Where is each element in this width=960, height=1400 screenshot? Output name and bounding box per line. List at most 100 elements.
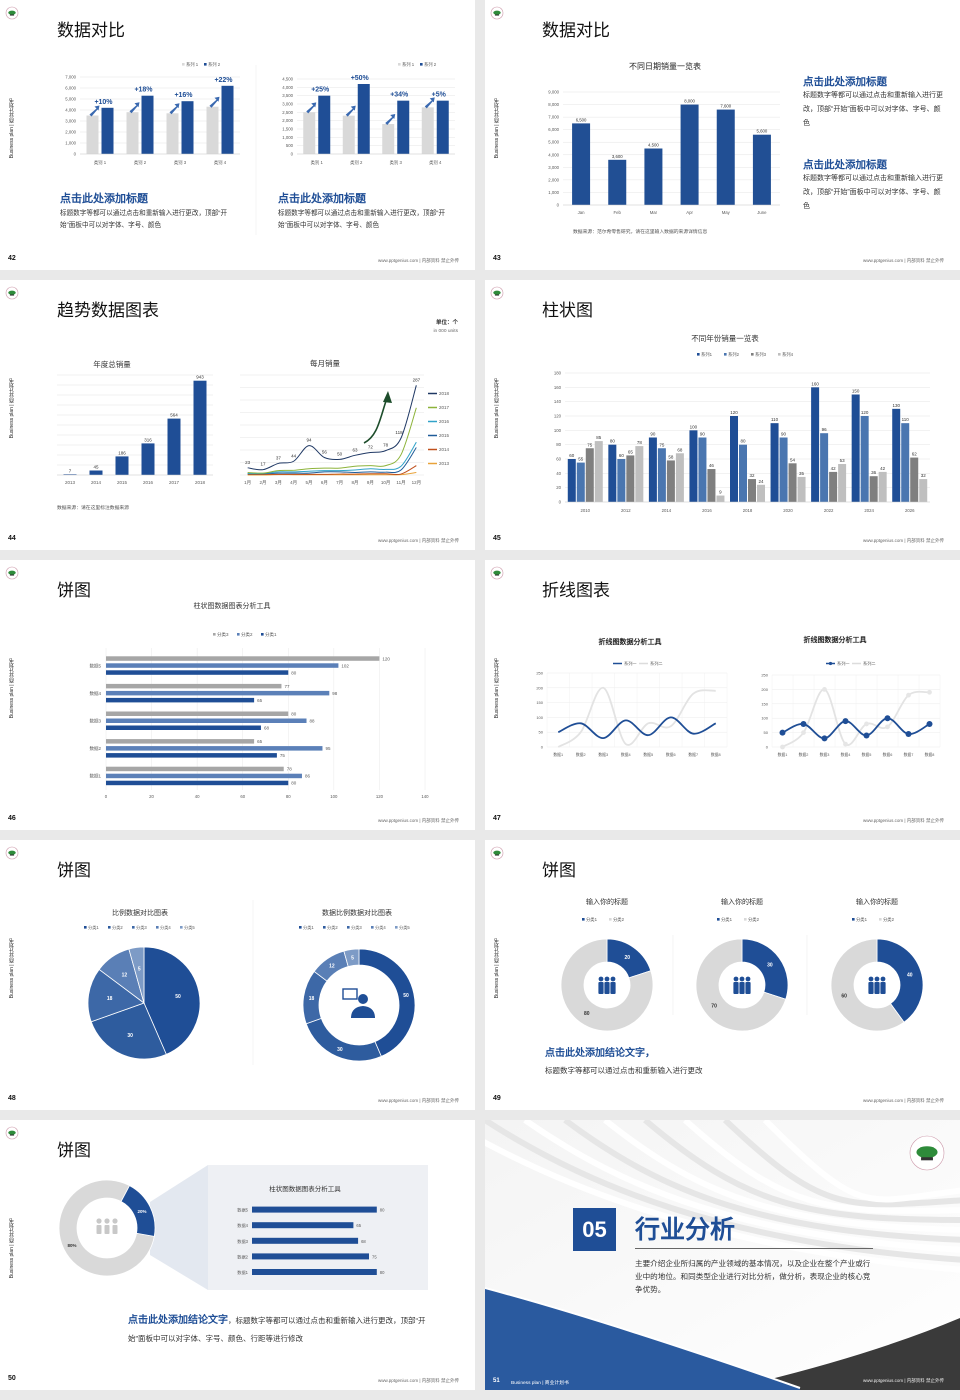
- bar: [752, 134, 771, 205]
- logo-tree: [8, 570, 16, 575]
- data-point: [822, 687, 827, 692]
- legend-swatch: [398, 63, 401, 66]
- legend-swatch: [582, 918, 585, 921]
- y-tick-label: 60: [556, 457, 561, 462]
- legend-swatch: [420, 63, 423, 66]
- slide-48[interactable]: 比例数据对比图表 分类1 分类2 分类3 分类4 分类5 数据比例数据对比图表 分类1 分类2 分…: [0, 840, 475, 1110]
- x-category-label: 2014: [662, 508, 672, 513]
- data-point: [842, 718, 849, 725]
- slide-46[interactable]: 柱状图数据图表分析工具 分类3 分类2 分类1 0 20 40 60 80 100 120 140 数据…: [0, 560, 475, 830]
- y-tick-label: 3,000: [548, 165, 559, 170]
- slide-51-section[interactable]: 05 行业分析 主要介绍企业所归属的产业领域的基本情况，以及企业在整个产业或行业…: [485, 1120, 960, 1390]
- swoosh-stripe: [523, 1120, 960, 1253]
- logo-tree: [493, 290, 501, 295]
- footer-label: Business plan | 商业计划书: [511, 1381, 569, 1386]
- swoosh-stripe: [643, 1120, 960, 1223]
- logo-tree: [8, 1130, 16, 1135]
- swoosh-stripe: [485, 1120, 960, 1263]
- pie-slice: [305, 1017, 382, 1062]
- person-body: [96, 1225, 102, 1234]
- legend-label: 分类3: [136, 924, 147, 931]
- y-tick-label: 0: [74, 152, 77, 157]
- data-label: 63: [352, 447, 358, 452]
- data-label: 80: [740, 439, 746, 444]
- bar: [193, 380, 207, 475]
- bar: [707, 469, 716, 502]
- slide-47[interactable]: 折线图数据分析工具 系列一 系列二 0 50 100 150 200 250 数据1 数据2 数据3 数…: [485, 560, 960, 830]
- growth-annotation: +16%: [174, 92, 193, 99]
- block-heading[interactable]: 点击此处添加标题: [803, 76, 887, 88]
- data-point: [906, 692, 911, 698]
- slide-50[interactable]: 80% 20% 柱状图数据图表分析工具 数据1 80 数据2 75 数据3 68 数据4 65 数据5…: [0, 1120, 475, 1390]
- data-label: 78: [637, 440, 643, 445]
- bar: [106, 773, 302, 779]
- bar: [421, 107, 434, 154]
- bar: [382, 124, 395, 154]
- slide-44[interactable]: 年度总销量 2013 7 2014 45 2015 186 2016 316 2017 564 201…: [0, 280, 475, 550]
- data-label: 8,000: [684, 99, 695, 104]
- data-label: 120: [861, 410, 869, 415]
- bar: [106, 697, 255, 703]
- x-category-label: 2020: [783, 508, 793, 513]
- x-category-label: 2014: [91, 480, 102, 485]
- data-label: 30: [767, 963, 773, 969]
- page-title: 数据对比: [542, 21, 610, 40]
- data-label: 62: [912, 452, 918, 457]
- x-category-label: 数据1: [553, 752, 563, 757]
- swoosh-stripe: [603, 1120, 960, 1233]
- bar: [748, 479, 756, 502]
- bar: [730, 416, 738, 502]
- bar: [698, 437, 707, 502]
- y-category-label: 数据5: [89, 662, 101, 669]
- legend-label: 2013: [439, 461, 450, 466]
- pie-slice: [695, 938, 787, 1032]
- conclusion-heading[interactable]: 点击此处添加结论文字: [128, 1315, 228, 1326]
- logo-tree: [916, 1146, 938, 1159]
- legend-swatch: [778, 353, 781, 356]
- legend-swatch: [852, 918, 855, 921]
- bar: [252, 1253, 369, 1260]
- slide-43[interactable]: 不同日期销量一览表 0 1,000 2,000 3,000 4,000 5,000 6,000…: [485, 0, 960, 270]
- legend-swatch: [609, 918, 612, 921]
- trend-arrow-icon: [424, 97, 435, 109]
- data-label: 75: [587, 442, 593, 447]
- y-category-label: 数据5: [237, 1207, 248, 1214]
- swoosh-stripe: [682, 1120, 960, 1214]
- legend-label: 分类1: [586, 916, 598, 923]
- bar: [788, 463, 797, 502]
- side-label: Business plan | 商业计划书: [494, 938, 500, 999]
- slide-49[interactable]: 输入你的标题 分类1 分类2 20 80 输入你的标题 分类1 分类2 30 70 输入你的标题 分类…: [485, 840, 960, 1110]
- data-label: 564: [170, 413, 178, 418]
- section-title: 行业分析: [635, 1216, 736, 1244]
- chart-title: 数据比例数据对比图表: [322, 908, 392, 917]
- logo-tree: [8, 290, 16, 295]
- page-number: 46: [8, 815, 16, 822]
- conclusion-heading[interactable]: 点击此处添加结论文字，: [545, 1048, 655, 1059]
- x-category-label: Mar: [650, 210, 658, 215]
- person-body: [745, 982, 751, 994]
- bar: [901, 423, 910, 502]
- slide-45[interactable]: 不同年份销量一览表 系列1 系列2 系列3 系列4 0 20 40 60 80 100 120 140 1…: [485, 280, 960, 550]
- footer-text: www.pptgenius.com | 内部资料 禁止外传: [863, 258, 944, 263]
- data-label: 90: [650, 432, 656, 437]
- logo-base: [9, 14, 15, 16]
- y-category-label: 数据3: [237, 1238, 248, 1245]
- data-label: 90: [700, 432, 706, 437]
- series-line: [247, 465, 417, 476]
- chart-title: 年度总销量: [93, 359, 131, 369]
- block-heading[interactable]: 点击此处添加标题: [60, 193, 148, 205]
- slide-42[interactable]: 0 1,000 2,000 3,000 4,000 5,000 6,000 7,000 类别 1…: [0, 0, 475, 270]
- legend-label: 分类1: [721, 916, 733, 923]
- bar: [126, 112, 139, 154]
- person-head: [868, 976, 874, 982]
- block-heading[interactable]: 点击此处添加标题: [278, 193, 366, 205]
- y-tick-label: 3,500: [282, 93, 293, 98]
- y-tick-label: 7,000: [548, 115, 559, 120]
- data-label: 80: [610, 439, 616, 444]
- block-heading[interactable]: 点击此处添加标题: [803, 159, 887, 171]
- slide-42-graphics: 0 1,000 2,000 3,000 4,000 5,000 6,000 7,000 类别 1…: [5, 6, 455, 235]
- x-category-label: 2月: [259, 480, 266, 486]
- data-point: [843, 741, 848, 747]
- x-category-label: Apr: [686, 210, 693, 215]
